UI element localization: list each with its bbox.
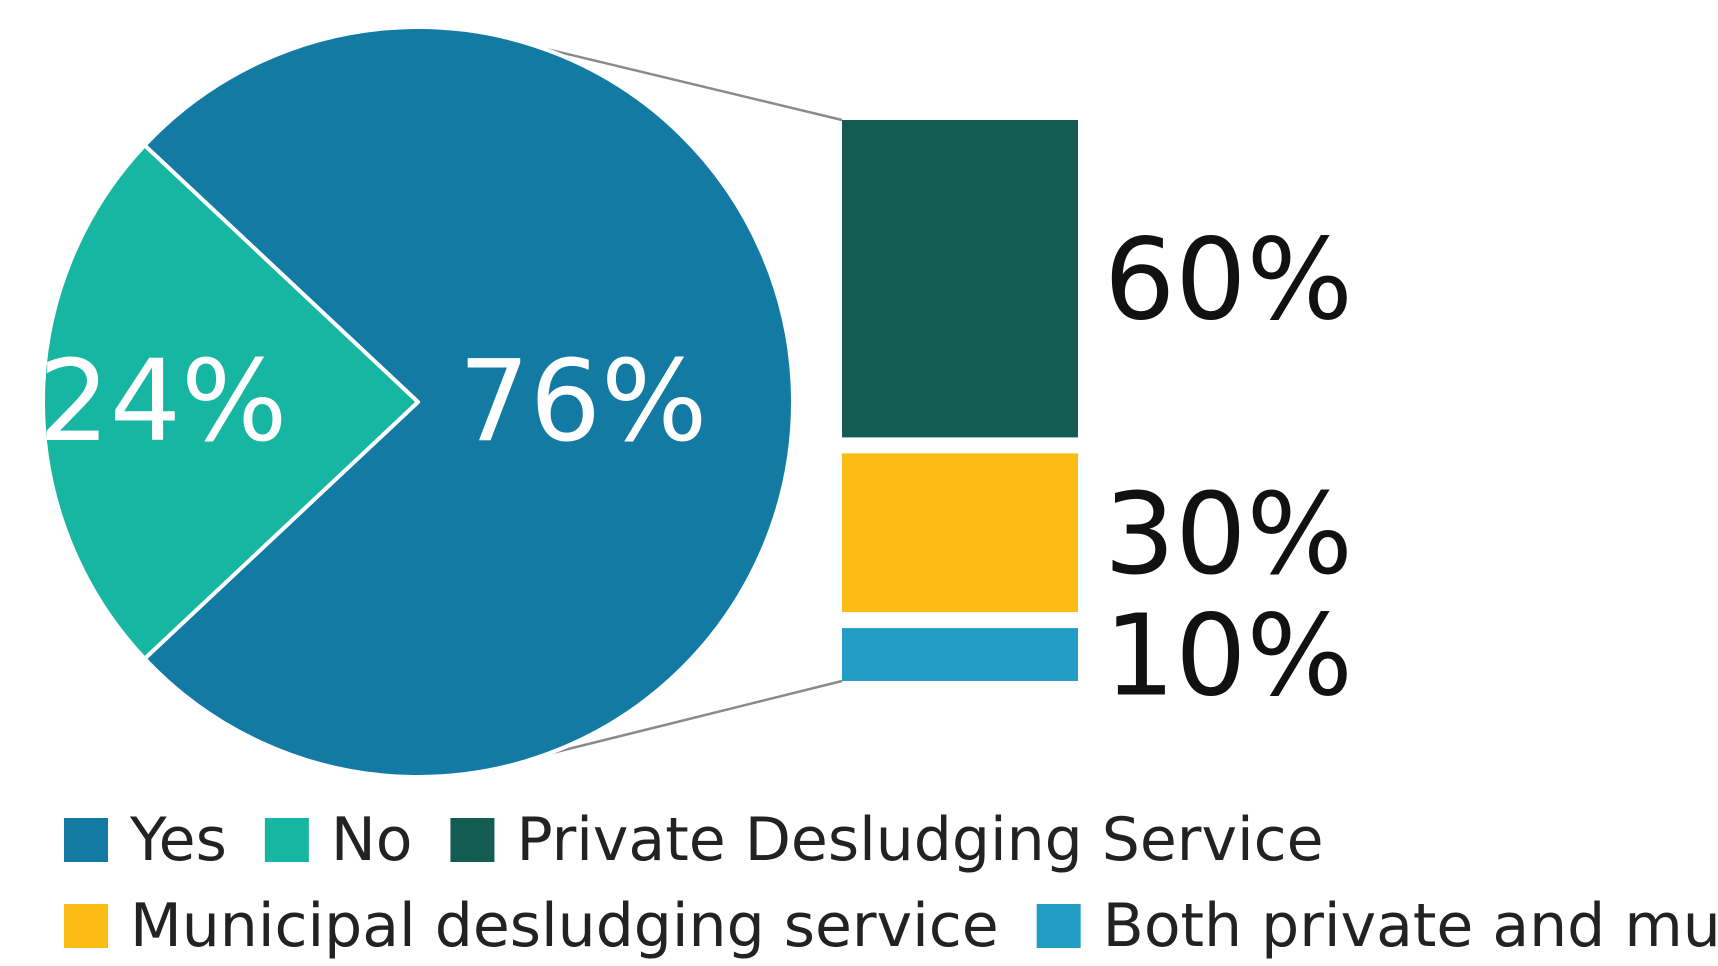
pie-slice-no [41, 143, 420, 661]
legend-swatch-private-desludging-service [450, 818, 495, 862]
pie-label-no: 24% [39, 337, 288, 467]
legend-label-no: No [331, 805, 413, 875]
bar-segment-private-desludging-service [842, 120, 1078, 438]
legend-swatch-no [264, 818, 309, 862]
legend-label-municipal-desludging-service: Municipal desludging service [130, 891, 999, 961]
pie-slice-yes [142, 25, 795, 779]
bar-segment-both-private-and-municipa [842, 628, 1078, 681]
pie-label-yes: 76% [459, 337, 708, 467]
bar-label-both-private-and-municipa: 10% [1104, 592, 1353, 722]
bar-label-municipal-desludging-service: 30% [1104, 470, 1353, 600]
bar-label-private-desludging-service: 60% [1104, 216, 1353, 346]
breakdown-bar: 60% 30%10% [842, 120, 1353, 722]
legend-swatch-yes [64, 818, 108, 862]
legend-label-yes: Yes [129, 805, 227, 875]
legend-swatch-both-private-and-municipa [1036, 904, 1081, 948]
pie: 76% 24% [39, 25, 795, 779]
legend-label-private-desludging-service: Private Desludging Service [516, 805, 1323, 875]
legend-swatch-municipal-desludging-service [64, 904, 108, 948]
bar-segment-municipal-desludging-service [842, 453, 1078, 613]
legend-label-both-private-and-municipa: Both private and municipa [1103, 891, 1718, 961]
legend: Yes No Private Desludging Service Municipal… [64, 805, 1718, 961]
